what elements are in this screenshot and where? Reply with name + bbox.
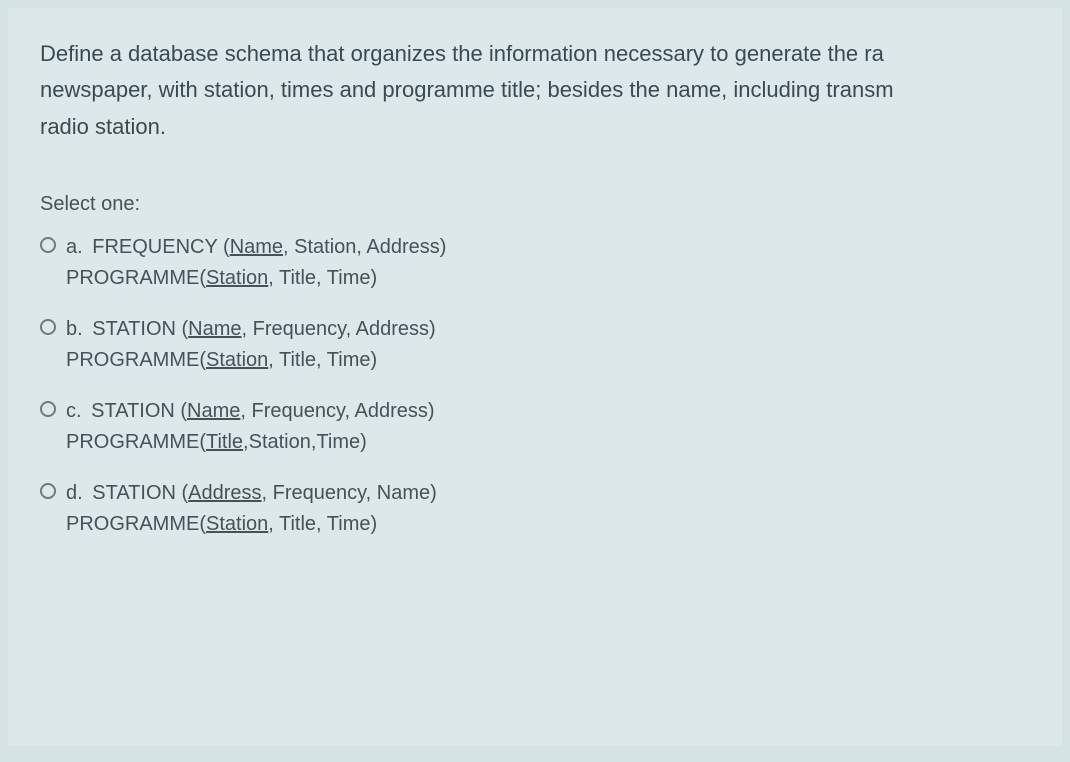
option-b-letter: b. — [66, 318, 83, 340]
select-one-label: Select one: — [40, 193, 1030, 216]
option-a-relation-1: FREQUENCY — [92, 236, 217, 258]
option-a-rest-2: , Title, Time) — [268, 267, 377, 289]
option-c-relation-2: PROGRAMME( — [66, 431, 206, 453]
option-b-rest-2: , Title, Time) — [268, 349, 377, 371]
radio-a[interactable] — [40, 237, 56, 253]
question-line-1: Define a database schema that organizes … — [40, 41, 884, 66]
option-c[interactable]: c. STATION (Name, Frequency, Address) PR… — [40, 396, 1030, 458]
options-list: a. FREQUENCY (Name, Station, Address) PR… — [40, 232, 1030, 540]
option-a-letter: a. — [66, 236, 83, 258]
option-c-pk-1: Name — [187, 400, 240, 422]
radio-b[interactable] — [40, 319, 56, 335]
option-c-pk-2: Title — [206, 431, 243, 453]
option-b-rest-1: , Frequency, Address) — [242, 318, 436, 340]
question-text: Define a database schema that organizes … — [40, 36, 1030, 145]
option-d-pk-2: Station — [206, 513, 268, 535]
option-c-rest-1: , Frequency, Address) — [240, 400, 434, 422]
radio-d[interactable] — [40, 483, 56, 499]
option-c-relation-1: STATION — [91, 400, 175, 422]
option-d-letter: d. — [66, 482, 83, 504]
question-panel: Define a database schema that organizes … — [8, 8, 1062, 746]
option-b-pk-1: Name — [188, 318, 241, 340]
option-a-body: a. FREQUENCY (Name, Station, Address) PR… — [66, 232, 446, 294]
option-d-body: d. STATION (Address, Frequency, Name) PR… — [66, 478, 437, 540]
option-d-rest-1: , Frequency, Name) — [262, 482, 437, 504]
option-d[interactable]: d. STATION (Address, Frequency, Name) PR… — [40, 478, 1030, 540]
question-line-3: radio station. — [40, 114, 166, 139]
option-b-body: b. STATION (Name, Frequency, Address) PR… — [66, 314, 436, 376]
option-b-pk-2: Station — [206, 349, 268, 371]
option-b-relation-1: STATION — [92, 318, 176, 340]
option-a-rest-1: , Station, Address) — [283, 236, 446, 258]
option-a[interactable]: a. FREQUENCY (Name, Station, Address) PR… — [40, 232, 1030, 294]
option-b[interactable]: b. STATION (Name, Frequency, Address) PR… — [40, 314, 1030, 376]
option-d-relation-2: PROGRAMME( — [66, 513, 206, 535]
option-a-pk-2: Station — [206, 267, 268, 289]
option-d-pk-1: Address — [188, 482, 261, 504]
radio-c[interactable] — [40, 401, 56, 417]
option-c-body: c. STATION (Name, Frequency, Address) PR… — [66, 396, 435, 458]
option-a-pk-1: Name — [230, 236, 283, 258]
option-c-letter: c. — [66, 400, 82, 422]
option-a-relation-2: PROGRAMME( — [66, 267, 206, 289]
option-c-rest-2: ,Station,Time) — [243, 431, 367, 453]
option-d-relation-1: STATION — [92, 482, 176, 504]
question-line-2: newspaper, with station, times and progr… — [40, 77, 894, 102]
option-d-rest-2: , Title, Time) — [268, 513, 377, 535]
option-b-relation-2: PROGRAMME( — [66, 349, 206, 371]
